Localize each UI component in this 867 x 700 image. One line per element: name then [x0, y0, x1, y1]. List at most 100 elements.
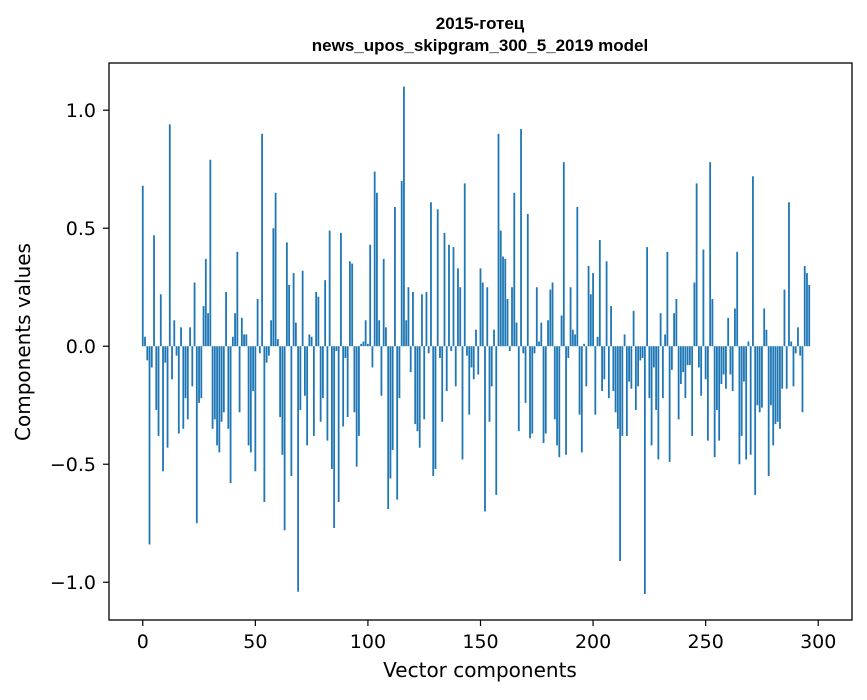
bar-component-95 — [355, 346, 358, 467]
bar-component-105 — [378, 320, 381, 347]
bar-component-238 — [677, 346, 680, 420]
bar-component-179 — [544, 346, 547, 434]
bar-component-9 — [162, 346, 164, 472]
bar-component-77 — [315, 291, 318, 347]
bar-component-287 — [788, 202, 790, 347]
bar-component-146 — [470, 346, 473, 368]
bar-component-201 — [594, 346, 597, 415]
bar-component-121 — [414, 346, 417, 425]
bar-component-56 — [267, 346, 270, 356]
bar-component-254 — [713, 346, 716, 458]
bar-component-259 — [725, 346, 727, 389]
bar-component-13 — [171, 346, 173, 380]
bar-component-94 — [353, 346, 356, 413]
bar-component-147 — [472, 346, 475, 380]
bar-component-20 — [186, 346, 189, 420]
bar-component-91 — [346, 346, 349, 418]
bar-component-184 — [556, 346, 558, 446]
bar-component-295 — [806, 273, 808, 347]
bar-component-154 — [488, 346, 491, 422]
bar-component-209 — [612, 346, 615, 392]
bar-component-98 — [362, 341, 365, 347]
bar-component-225 — [648, 346, 651, 399]
bar-component-170 — [524, 346, 527, 403]
bar-component-19 — [184, 346, 187, 399]
bar-component-145 — [468, 346, 471, 415]
chart-title-line-2: news_upos_skipgram_300_5_2019 model — [312, 36, 648, 55]
bar-component-199 — [589, 294, 592, 347]
bar-component-11 — [166, 346, 169, 448]
bar-component-128 — [430, 202, 432, 347]
bar-component-292 — [799, 346, 802, 356]
bar-component-138 — [452, 247, 455, 347]
bar-component-193 — [576, 206, 579, 347]
bar-component-104 — [376, 192, 378, 347]
bar-component-190 — [569, 287, 572, 347]
bar-component-174 — [533, 346, 536, 354]
bar-component-283 — [779, 346, 781, 429]
bar-component-48 — [249, 346, 252, 453]
bar-component-73 — [306, 346, 309, 446]
bar-component-177 — [540, 322, 543, 347]
bar-component-6 — [155, 346, 158, 410]
bar-component-256 — [718, 346, 721, 441]
bar-component-106 — [380, 346, 383, 396]
bar-component-204 — [601, 346, 603, 392]
bar-component-102 — [371, 346, 374, 368]
bar-component-261 — [729, 346, 732, 375]
bar-component-122 — [416, 346, 419, 432]
bar-component-115 — [400, 181, 403, 347]
bar-component-113 — [396, 346, 399, 500]
bar-component-149 — [477, 346, 480, 375]
bar-component-255 — [716, 346, 718, 410]
bar-component-262 — [731, 346, 734, 392]
bar-component-35 — [220, 346, 223, 422]
bar-component-240 — [682, 346, 685, 373]
bar-component-1 — [144, 336, 146, 347]
bar-component-290 — [794, 346, 797, 354]
bar-component-88 — [340, 232, 342, 347]
bar-component-116 — [403, 86, 405, 347]
bar-component-276 — [763, 308, 766, 347]
bar-component-49 — [252, 346, 254, 392]
bar-component-97 — [360, 343, 363, 347]
bar-component-7 — [157, 346, 160, 436]
bar-component-186 — [560, 315, 563, 347]
bar-component-68 — [294, 322, 297, 347]
bar-component-227 — [652, 346, 655, 368]
x-axis-ticks: 0 50 100 150 200 250 300 — [137, 620, 836, 653]
bar-component-24 — [195, 346, 198, 524]
bar-component-114 — [398, 346, 401, 399]
bar-component-274 — [758, 346, 761, 413]
bar-component-93 — [351, 263, 354, 347]
bar-component-84 — [331, 346, 333, 469]
bar-component-166 — [515, 322, 518, 347]
bar-component-139 — [454, 346, 457, 387]
x-tick-label: 250 — [688, 631, 724, 653]
bar-component-111 — [391, 346, 394, 451]
bar-component-210 — [614, 346, 617, 413]
bar-component-195 — [580, 346, 583, 453]
bar-component-214 — [623, 334, 626, 347]
bar-component-36 — [222, 346, 225, 413]
bar-component-129 — [432, 346, 435, 477]
x-tick-label: 0 — [137, 631, 149, 653]
y-tick-label: −1.0 — [50, 572, 96, 594]
bar-component-291 — [797, 327, 799, 347]
bar-component-34 — [218, 346, 221, 453]
bar-component-65 — [288, 284, 291, 347]
bar-component-294 — [803, 265, 806, 347]
bar-component-223 — [643, 346, 646, 595]
bar-component-157 — [495, 346, 498, 495]
bar-component-67 — [292, 273, 295, 347]
bar-component-271 — [752, 176, 754, 347]
bar-component-200 — [592, 273, 594, 347]
bar-component-118 — [407, 287, 410, 347]
bar-component-22 — [191, 346, 194, 387]
bar-component-188 — [565, 346, 567, 455]
chart-title-line-1: 2015-готец — [436, 14, 525, 33]
bar-component-85 — [333, 346, 336, 528]
bar-component-2 — [146, 346, 149, 361]
x-tick-label: 50 — [243, 631, 267, 653]
bar-component-172 — [529, 346, 531, 439]
